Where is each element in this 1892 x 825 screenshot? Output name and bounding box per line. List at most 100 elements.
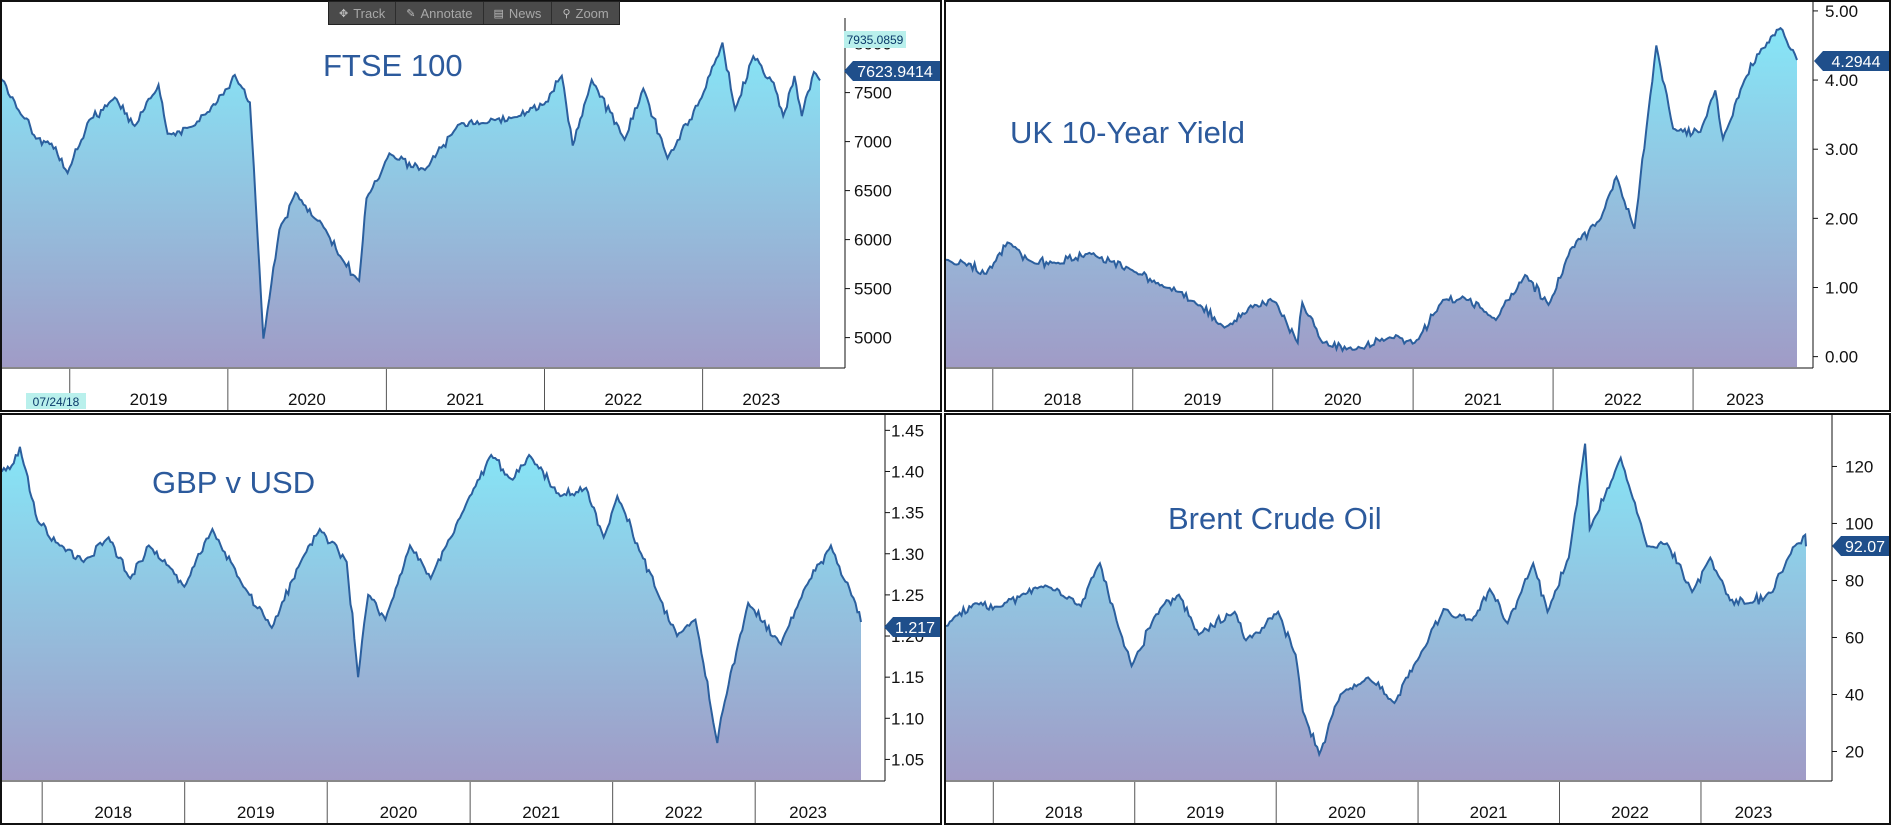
brent-x-tick-label: 2021 <box>1470 803 1508 822</box>
panel-gilt: 0.00 1.00 2.00 3.00 4.00 5.00 2018 2019 2020 202… <box>945 0 1890 410</box>
magnifier-icon: ⚲ <box>562 7 571 20</box>
gbpusd-y-tick-label: 1.25 <box>891 586 924 605</box>
ftse-first-date-label: 07/24/18 <box>33 395 80 409</box>
brent-x-tick-label: 2018 <box>1045 803 1083 822</box>
gbpusd-x-tick-label: 2022 <box>665 803 703 822</box>
gilt-x-tick-label: 2023 <box>1726 390 1764 409</box>
crosshair-icon: ✥ <box>339 7 349 20</box>
gilt-y-tick-label: 4.00 <box>1825 71 1858 90</box>
brent-title: Brent Crude Oil <box>1168 501 1382 536</box>
gbpusd-y-tick-label: 1.05 <box>891 750 924 769</box>
gbpusd-title: GBP v USD <box>152 465 315 500</box>
gilt-y-tick-label: 1.00 <box>1825 278 1858 297</box>
news-icon: ▤ <box>493 7 504 20</box>
ftse-area <box>0 42 820 367</box>
gbpusd-y-tick-label: 1.35 <box>891 504 924 523</box>
brent-y-tick-label: 60 <box>1845 628 1864 647</box>
news-button[interactable]: ▤ News <box>484 2 553 24</box>
gbpusd-y-tick-label: 1.15 <box>891 668 924 687</box>
brent-line <box>945 443 1807 758</box>
brent-y-tick-label: 100 <box>1845 514 1873 533</box>
gilt-y-tick-label: 3.00 <box>1825 140 1858 159</box>
track-label: Track <box>353 5 386 21</box>
ftse-last-value: 7623.9414 <box>857 64 933 81</box>
brent-x-tick-label: 2020 <box>1328 803 1366 822</box>
zoom-label: Zoom <box>575 5 609 21</box>
brent-x-tick-label: 2022 <box>1611 803 1649 822</box>
gbpusd-x-tick-label: 2019 <box>237 803 275 822</box>
brent-y-tick-label: 40 <box>1845 685 1864 704</box>
brent-area <box>946 443 1806 780</box>
gbpusd-x-tick-label: 2020 <box>380 803 418 822</box>
ftse-line <box>0 42 821 339</box>
gbpusd-y-ticks: 1.051.101.151.201.251.301.351.401.45 <box>885 421 924 769</box>
ftse-first-date-badge: 07/24/18 <box>26 393 86 409</box>
gilt-y-tick-label: 0.00 <box>1825 348 1858 367</box>
ftse-x-ticks: 2019 2020 2021 2022 2023 <box>69 369 780 410</box>
gbpusd-x-tick-label: 2018 <box>94 803 132 822</box>
gilt-x-tick-label: 2018 <box>1044 390 1082 409</box>
gilt-x-tick-label: 2021 <box>1464 390 1502 409</box>
gilt-x-ticks: 2018 2019 2020 2021 2022 2023 <box>992 369 1764 410</box>
ftse-y-tick-label: 7000 <box>854 133 892 152</box>
zoom-button[interactable]: ⚲ Zoom <box>552 2 618 24</box>
gbpusd-line <box>0 446 862 744</box>
gbpusd-y-tick-label: 1.40 <box>891 462 924 481</box>
brent-x-ticks: 2018 2019 2020 2021 2022 2023 <box>992 782 1773 823</box>
panel-gbpusd: 1.051.101.151.201.251.301.351.401.45 201… <box>0 414 942 823</box>
gilt-x-tick-label: 2019 <box>1184 390 1222 409</box>
gbpusd-x-tick-label: 2023 <box>789 803 827 822</box>
ftse-y-ticks: 5000550060006500700075008000 <box>845 35 892 348</box>
gilt-y-ticks: 0.00 1.00 2.00 3.00 4.00 5.00 <box>1813 2 1858 367</box>
ftse-y-tick-label: 6000 <box>854 231 892 250</box>
gilt-x-tick-label: 2020 <box>1324 390 1362 409</box>
ftse-title: FTSE 100 <box>323 48 463 83</box>
gilt-last-value: 4.2944 <box>1832 54 1881 71</box>
chart-toolbar: ✥ Track ✎ Annotate ▤ News ⚲ Zoom <box>328 1 620 25</box>
gbpusd-y-tick-label: 1.10 <box>891 709 924 728</box>
ftse-y-tick-label: 5000 <box>854 329 892 348</box>
gbpusd-area <box>0 446 861 780</box>
annotate-button[interactable]: ✎ Annotate <box>396 2 484 24</box>
brent-last-value: 92.07 <box>1845 539 1885 556</box>
brent-y-tick-label: 120 <box>1845 457 1873 476</box>
gbpusd-y-tick-label: 1.30 <box>891 545 924 564</box>
gilt-last-value-badge: 4.2944 <box>1814 51 1890 71</box>
pencil-icon: ✎ <box>406 7 416 20</box>
brent-last-value-badge: 92.07 <box>1832 536 1890 556</box>
ftse-x-tick-label: 2022 <box>604 390 642 409</box>
brent-x-tick-label: 2019 <box>1186 803 1224 822</box>
gbpusd-y-tick-label: 1.45 <box>891 421 924 440</box>
ftse-high-value-label: 7935.0859 <box>847 33 904 47</box>
gilt-line <box>945 26 1798 353</box>
panel-ftse: 5000550060006500700075008000 20192020202… <box>0 18 942 410</box>
gilt-title: UK 10-Year Yield <box>1010 115 1245 150</box>
annotate-label: Annotate <box>420 5 473 21</box>
brent-y-ticks: 20 40 60 80 100 120 <box>1832 457 1873 761</box>
ftse-x-tick-label: 2021 <box>446 390 484 409</box>
gilt-area <box>946 28 1797 367</box>
ftse-last-value-badge: 7623.9414 <box>844 61 942 81</box>
ftse-x-tick-label: 2023 <box>742 390 780 409</box>
gilt-y-tick-label: 2.00 <box>1825 209 1858 228</box>
gilt-x-tick-label: 2022 <box>1604 390 1642 409</box>
brent-x-tick-label: 2023 <box>1735 803 1773 822</box>
ftse-y-tick-label: 7500 <box>854 84 892 103</box>
news-label: News <box>508 5 542 21</box>
track-button[interactable]: ✥ Track <box>329 2 397 24</box>
ftse-y-tick-label: 5500 <box>854 280 892 299</box>
ftse-high-badge: 7935.0859 <box>844 31 906 48</box>
gbpusd-last-value: 1.217 <box>895 620 935 637</box>
brent-y-tick-label: 20 <box>1845 742 1864 761</box>
gbpusd-last-value-badge: 1.217 <box>884 617 942 637</box>
ftse-x-tick-label: 2020 <box>288 390 326 409</box>
gbpusd-x-tick-label: 2021 <box>522 803 560 822</box>
gbpusd-x-ticks: 2018 2019 2020 2021 2022 2023 <box>41 782 827 823</box>
ftse-x-tick-label: 2019 <box>130 390 168 409</box>
ftse-y-tick-label: 6500 <box>854 182 892 201</box>
gilt-y-tick-label: 5.00 <box>1825 2 1858 21</box>
brent-y-tick-label: 80 <box>1845 571 1864 590</box>
